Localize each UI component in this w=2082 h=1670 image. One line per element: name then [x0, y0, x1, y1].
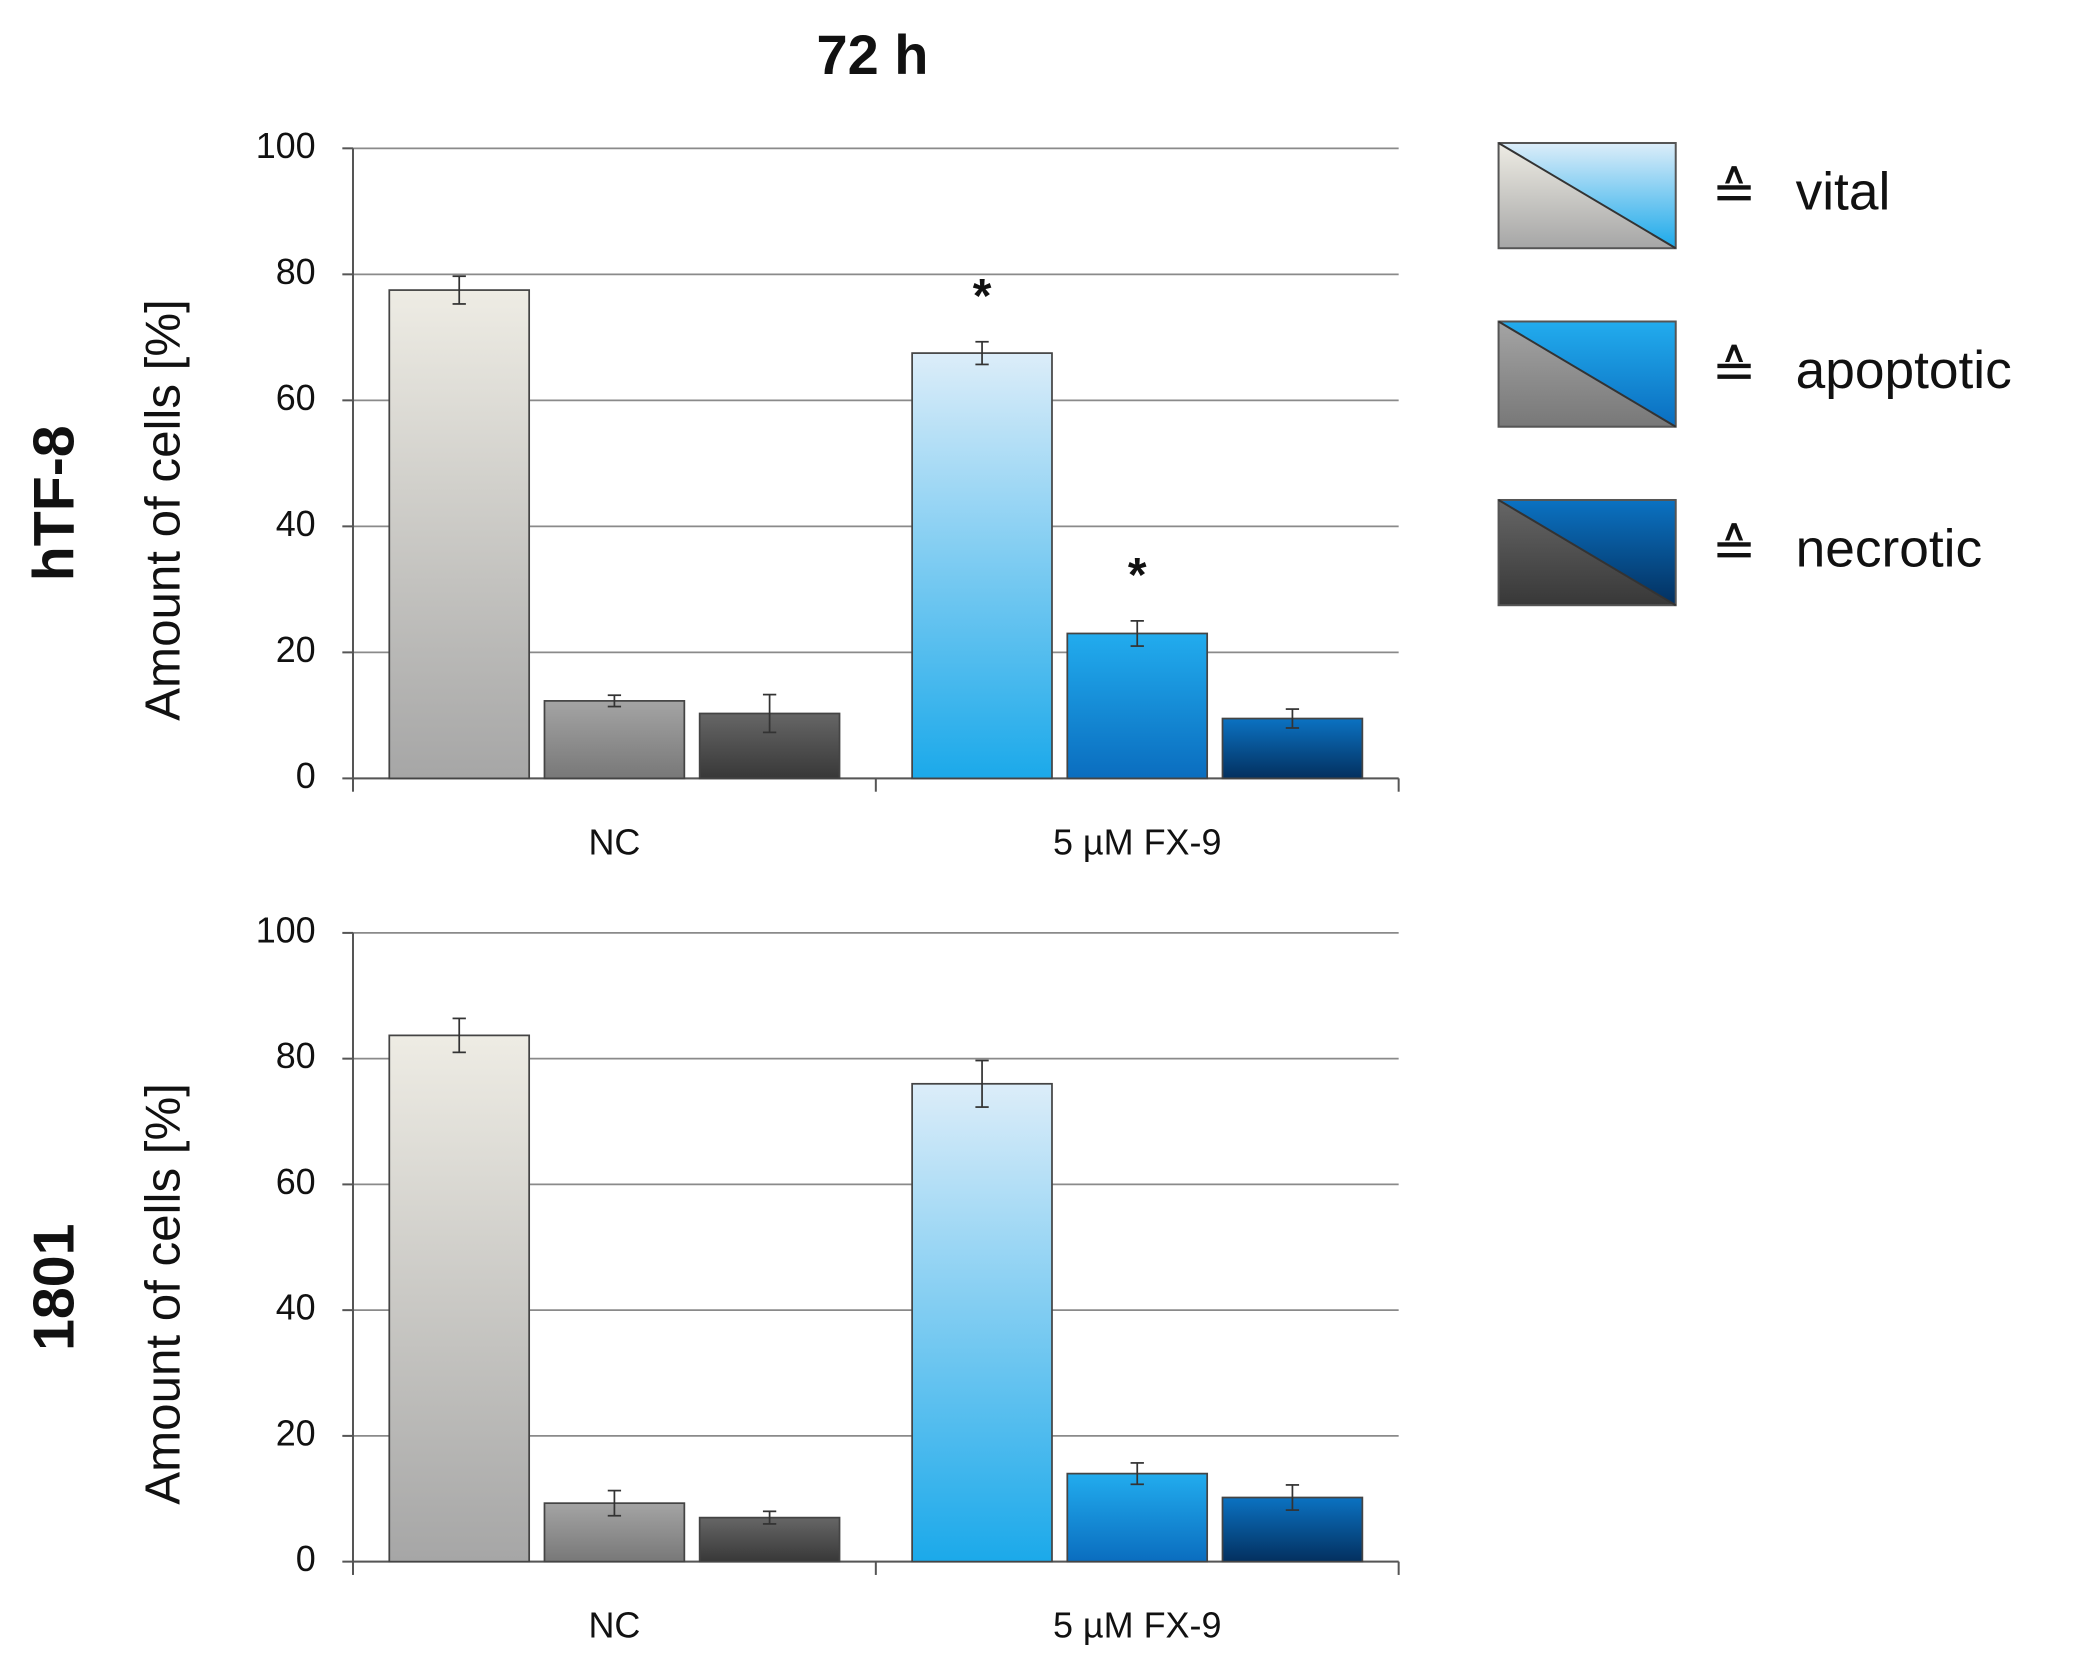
legend-swatch-diagonal [1498, 142, 1677, 250]
legend-label: apoptotic [1796, 341, 2012, 400]
y-tick-label: 40 [276, 503, 316, 544]
bar [388, 289, 531, 780]
bar [698, 1516, 841, 1563]
y-tick-label: 0 [296, 1538, 316, 1579]
y-tick-label: 100 [256, 125, 316, 166]
legend-swatch-border [1497, 141, 1677, 250]
error-bar [1285, 708, 1300, 729]
error-bar [762, 693, 777, 734]
legend-symbol: ≙ [1712, 520, 1757, 579]
figure-title: 72 h [817, 23, 929, 86]
row-label: 1801 [23, 1224, 87, 1351]
bar [1066, 1472, 1209, 1563]
bar [1066, 632, 1209, 780]
bar [388, 1034, 531, 1563]
y-tick-label: 40 [276, 1287, 316, 1328]
significance-mark: * [973, 270, 992, 323]
error-bar [452, 275, 466, 305]
y-tick-label: 100 [256, 909, 316, 950]
legend-symbol: ≙ [1712, 163, 1757, 222]
legend-label: vital [1796, 163, 1891, 222]
error-bar [975, 1059, 989, 1108]
x-tick-label: 5 µM FX-9 [1053, 1605, 1222, 1646]
legend-symbol: ≙ [1712, 341, 1757, 400]
y-tick-label: 60 [276, 377, 316, 418]
error-bar [607, 1489, 622, 1517]
y-tick-label: 0 [296, 755, 316, 796]
error-bar [1130, 620, 1144, 647]
legend-swatch-diagonal [1498, 320, 1677, 428]
y-tick-label: 80 [276, 1035, 316, 1076]
legend-swatch-border [1497, 498, 1677, 607]
y-axis-title: Amount of cells [%] [136, 1083, 191, 1505]
error-bar [975, 340, 989, 366]
error-bar [762, 1510, 777, 1525]
x-tick-label: NC [588, 821, 640, 862]
x-tick-label: 5 µM FX-9 [1053, 821, 1222, 862]
error-bar [607, 694, 622, 708]
y-tick-label: 60 [276, 1161, 316, 1202]
error-bar [1285, 1484, 1300, 1511]
legend-swatch-diagonal [1498, 499, 1677, 607]
bar [543, 700, 686, 780]
bar [911, 1082, 1053, 1563]
row-label: hTF-8 [23, 425, 87, 581]
significance-mark: * [1128, 549, 1147, 602]
y-axis-title: Amount of cells [%] [136, 299, 191, 721]
x-tick-label: NC [588, 1605, 640, 1646]
bar [911, 352, 1053, 780]
error-bar [452, 1017, 466, 1054]
error-bar [1130, 1462, 1144, 1486]
legend-label: necrotic [1796, 520, 1983, 579]
y-tick-label: 80 [276, 251, 316, 292]
y-tick-label: 20 [276, 629, 316, 670]
y-tick-label: 20 [276, 1412, 316, 1453]
legend-swatch-border [1497, 320, 1677, 428]
